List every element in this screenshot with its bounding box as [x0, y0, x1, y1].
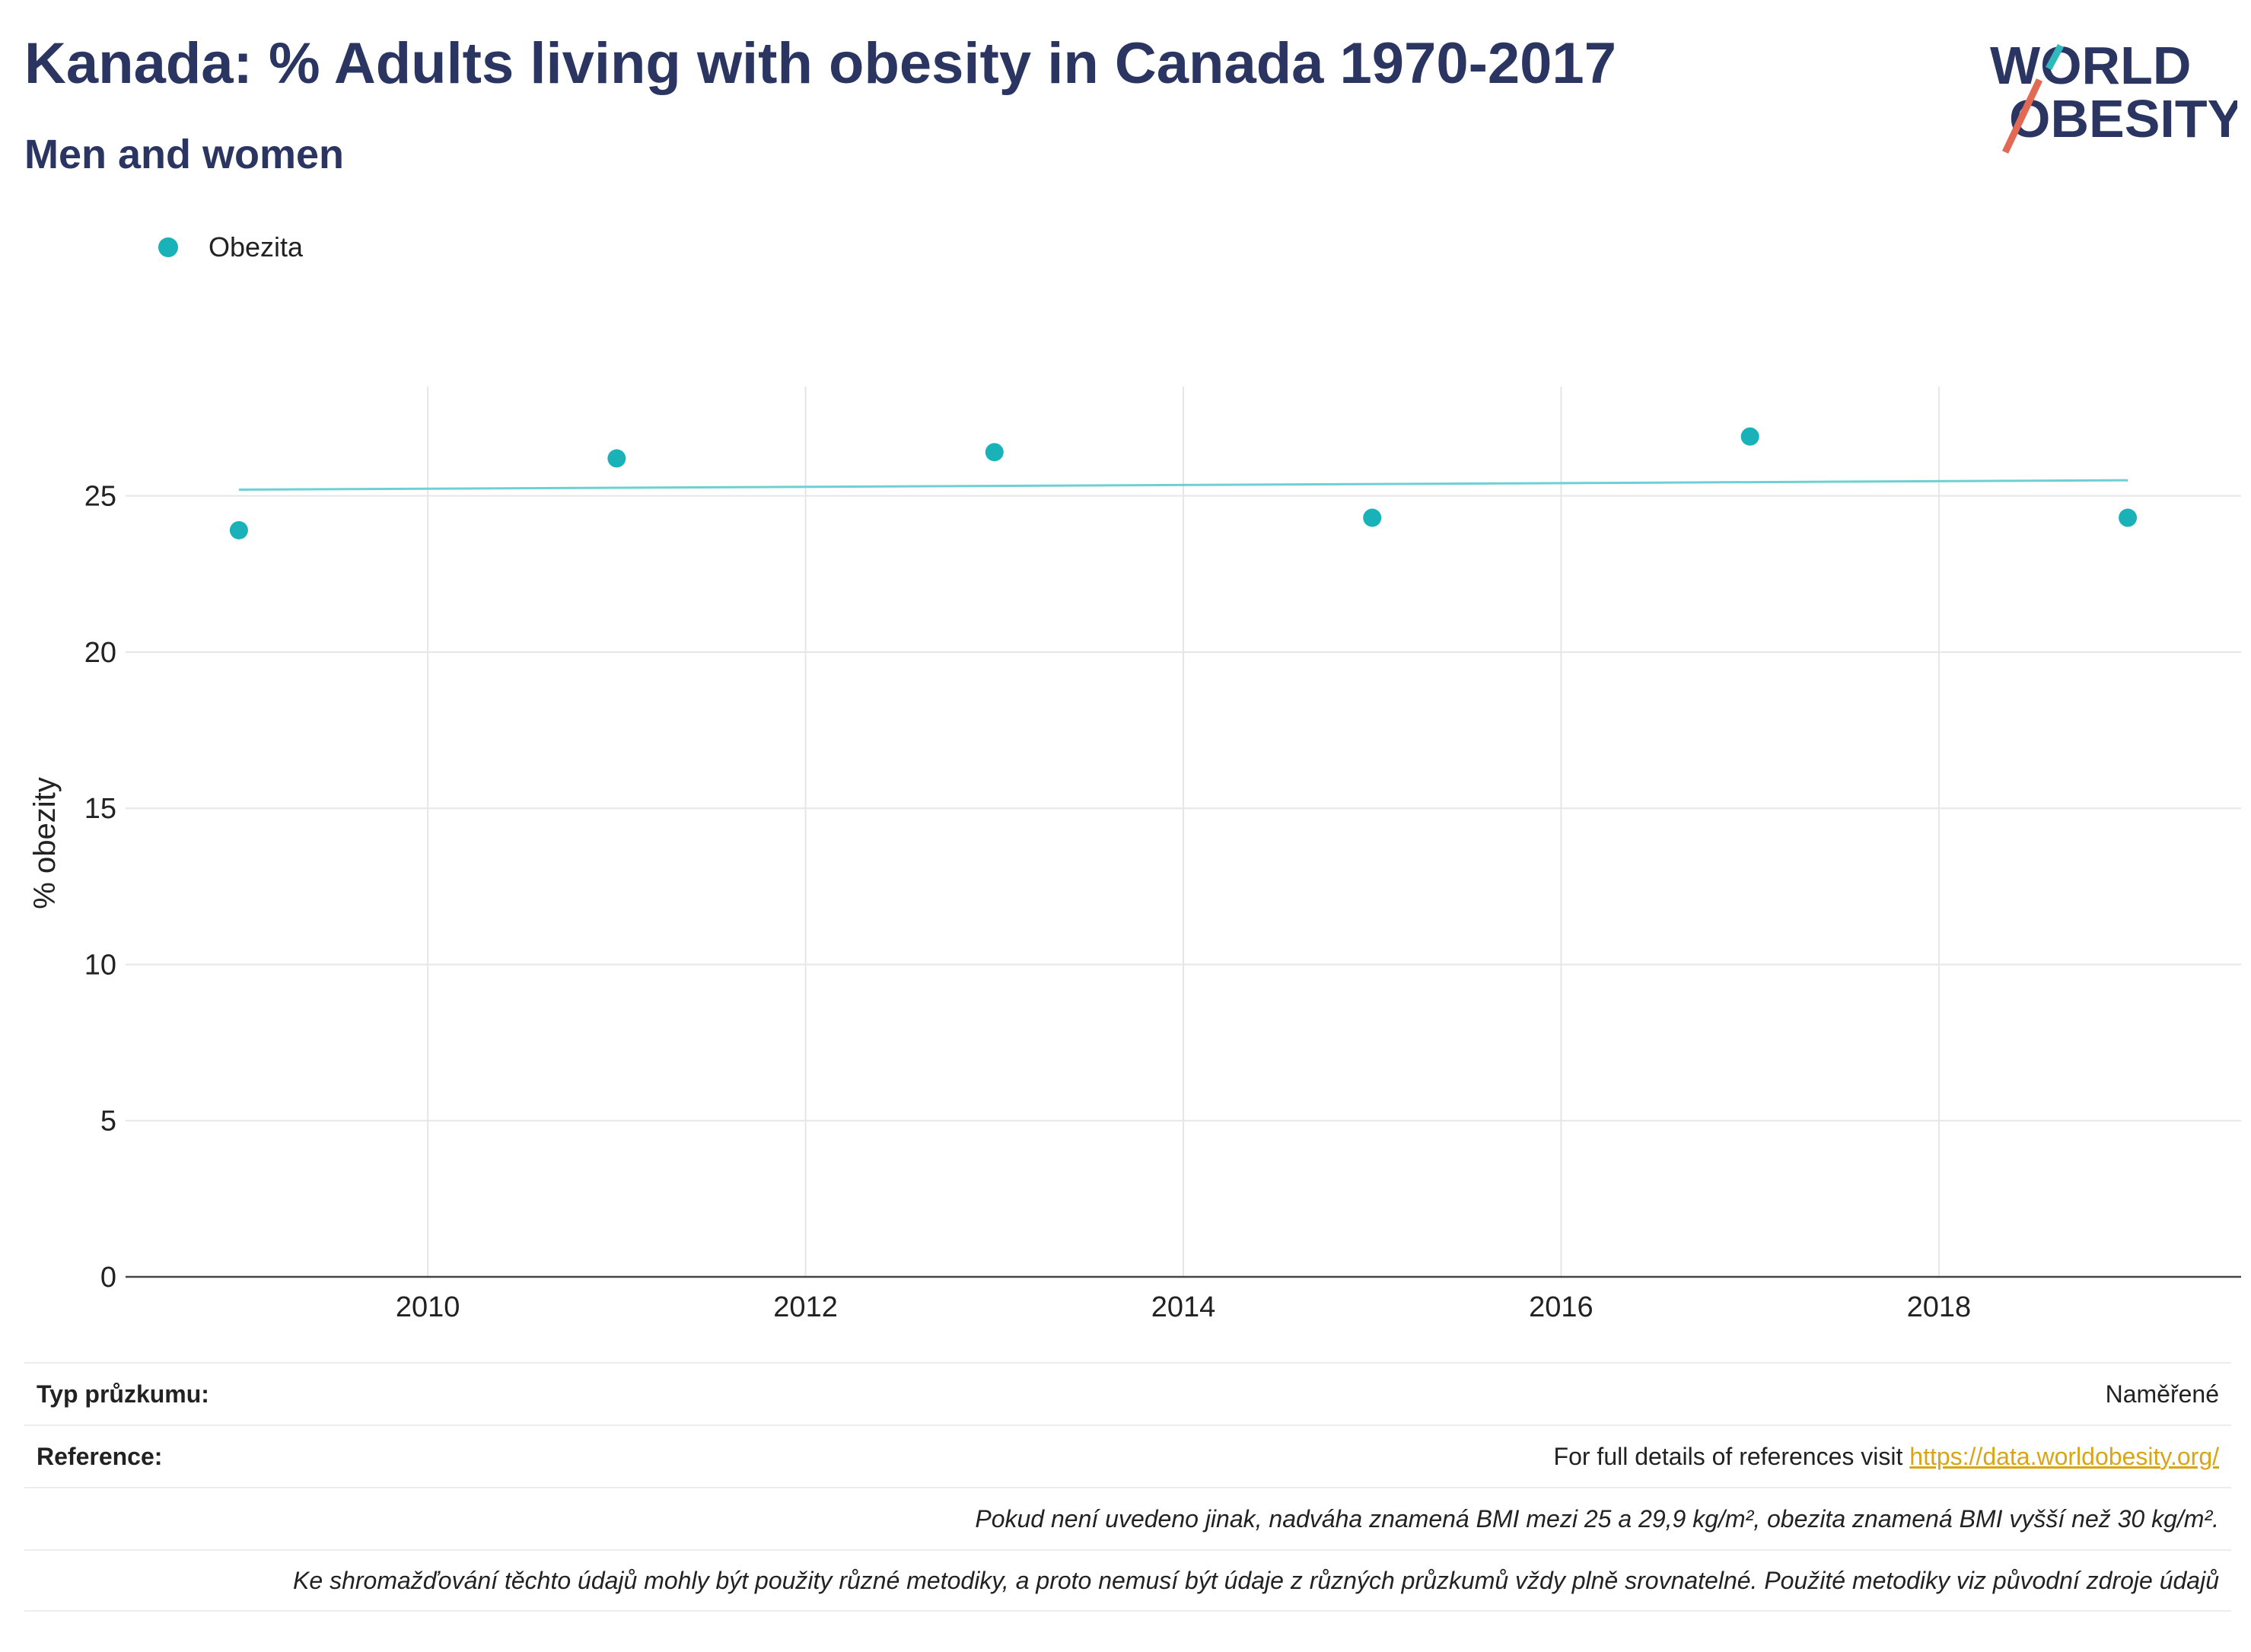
x-tick-label-2018: 2018 [1907, 1291, 1972, 1323]
data-point-2019 [2119, 508, 2138, 527]
trend-line-group [238, 479, 2128, 491]
data-point-2013 [985, 443, 1004, 462]
reference-row: Reference: For full details of reference… [24, 1424, 2231, 1487]
reference-link[interactable]: https://data.worldobesity.org/ [1909, 1442, 2219, 1470]
x-tick-label-2016: 2016 [1529, 1291, 1594, 1323]
survey-type-row: Typ průzkumu: Naměřené [24, 1362, 2231, 1424]
data-point-2009 [229, 520, 248, 540]
info-table: Typ průzkumu: Naměřené Reference: For fu… [24, 1362, 2231, 1612]
trend-line [238, 479, 2128, 491]
data-point-2017 [1740, 427, 1759, 446]
y-tick-label-20: 20 [84, 637, 116, 669]
data-point-2011 [607, 449, 626, 468]
x-tick-label-2012: 2012 [773, 1291, 838, 1323]
data-point-2015 [1363, 508, 1382, 527]
legend-marker-obezita [158, 237, 178, 257]
svg-text:WORLD: WORLD [1990, 36, 2191, 95]
chart-grid [126, 387, 2241, 1277]
survey-type-label: Typ průzkumu: [37, 1380, 209, 1408]
bmi-note-row: Pokud není uvedeno jinak, nadváha znamen… [24, 1487, 2231, 1549]
y-axis-label: % obezity [28, 777, 62, 909]
world-obesity-logo: WORLD OBESITY [1990, 36, 2237, 154]
y-tick-label-0: 0 [100, 1262, 116, 1294]
methodology-note-row: Ke shromažďování těchto údajů mohly být … [24, 1549, 2231, 1612]
y-tick-label-10: 10 [84, 949, 116, 981]
x-axis: 2010 2012 2014 2016 2018 [126, 1275, 2241, 1323]
x-tick-label-2014: 2014 [1151, 1291, 1216, 1323]
reference-text: For full details of references visit [1553, 1442, 1910, 1470]
y-tick-label-5: 5 [100, 1106, 116, 1138]
svg-text:OBESITY: OBESITY [2009, 89, 2237, 148]
page-title: Kanada: % Adults living with obesity in … [24, 31, 1616, 96]
bmi-note: Pokud není uvedeno jinak, nadváha znamen… [975, 1504, 2219, 1533]
y-axis: 0 5 10 15 20 25 [84, 481, 116, 1294]
methodology-note: Ke shromažďování těchto údajů mohly být … [293, 1566, 2219, 1594]
reference-label: Reference: [37, 1442, 163, 1470]
y-tick-label-15: 15 [84, 793, 116, 825]
y-tick-label-25: 25 [84, 481, 116, 513]
legend-label-obezita: Obezita [209, 231, 304, 263]
scatter-chart: 0 5 10 15 20 25 2010 2012 2014 2016 2018 % obezit… [28, 387, 2241, 1323]
chart-legend: Obezita [158, 228, 303, 266]
data-points [229, 427, 2138, 540]
survey-type-value: Naměřené [2105, 1380, 2219, 1408]
x-tick-label-2010: 2010 [396, 1291, 460, 1323]
reference-value: For full details of references visit htt… [1554, 1443, 2219, 1471]
page-subtitle: Men and women [24, 132, 345, 177]
